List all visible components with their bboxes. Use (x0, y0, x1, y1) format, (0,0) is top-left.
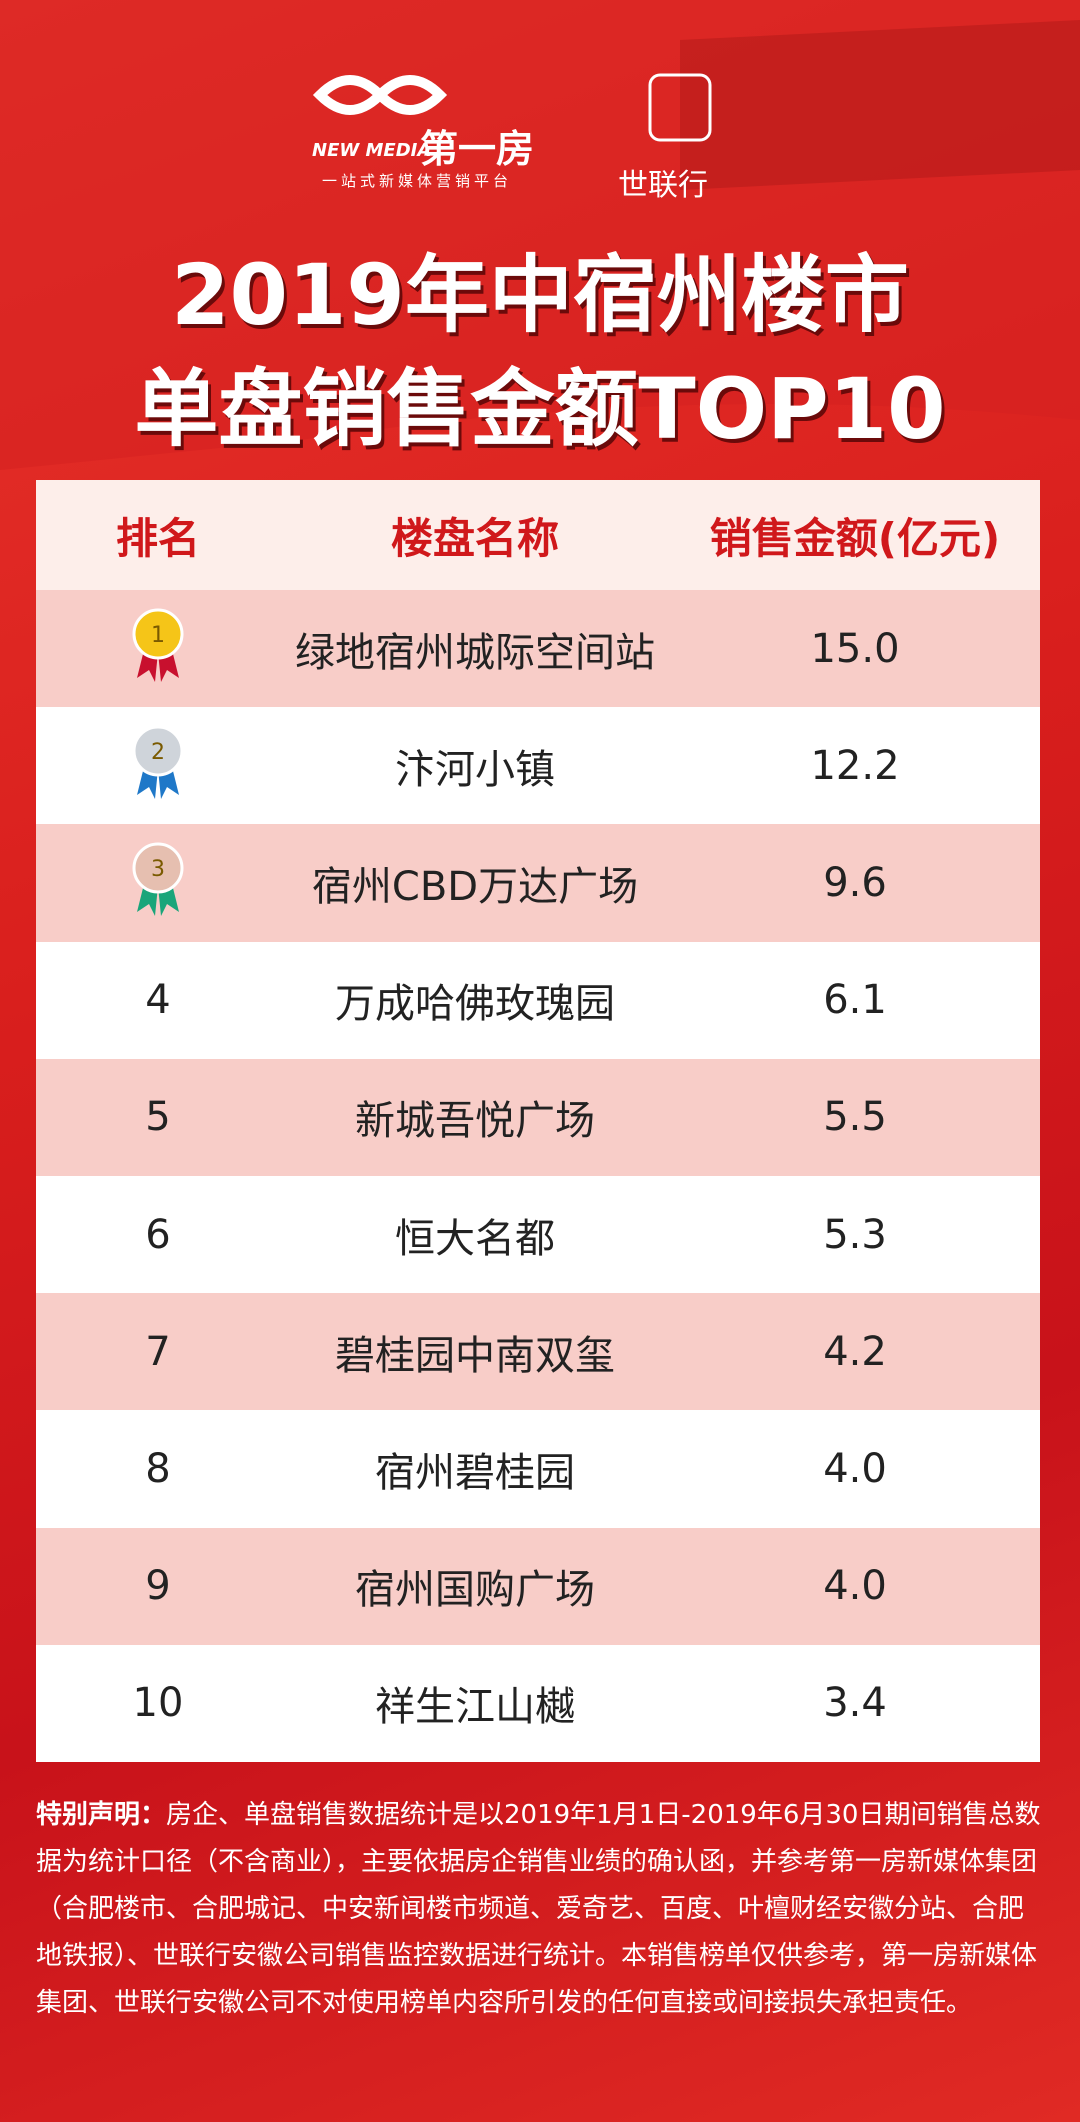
medal-rank: 3 (151, 857, 165, 882)
column-header: 楼盘名称 (390, 513, 559, 563)
medal-rank: 1 (151, 623, 165, 648)
project-name: 汴河小镇 (395, 746, 555, 793)
table-row: 8 宿州碧桂园 4.0 (36, 1410, 1040, 1528)
rank-cell: 8 (145, 1445, 171, 1492)
project-name: 宿州CBD万达广场 (311, 863, 639, 910)
table-row: 4 万成哈佛玫瑰园 6.1 (36, 941, 1040, 1059)
logo-mark: NEW MEDIA (312, 140, 432, 161)
column-header: 销售金额(亿元) (709, 513, 1001, 563)
rank-cell: 1 (36, 604, 280, 694)
project-name: 宿州国购广场 (355, 1567, 595, 1614)
project-name: 祥生江山樾 (375, 1684, 575, 1731)
logo-name: 第一房 (420, 127, 535, 171)
sales-amount: 12.2 (810, 742, 900, 789)
table-row: 9 宿州国购广场 4.0 (36, 1527, 1040, 1645)
rank-cell: 9 (145, 1563, 171, 1610)
project-name: 恒大名都 (395, 1215, 555, 1262)
table-row: 1 绿地宿州城际空间站 15.0 (36, 590, 1040, 708)
table-row: 3 宿州CBD万达广场 9.6 (36, 824, 1040, 942)
table-body: 1 绿地宿州城际空间站 15.0 2 汴河小镇 12.2 3 宿州CBD万达广场 9.6 4 万成哈… (36, 590, 1040, 1762)
disclaimer-label: 特别声明： (36, 1800, 167, 1830)
table-row: 5 新城吾悦广场 5.5 (36, 1058, 1040, 1176)
table-row: 7 碧桂园中南双玺 4.2 (36, 1293, 1040, 1411)
medal: 3 (132, 842, 184, 916)
header-row: 排名 楼盘名称 销售金额(亿元) (36, 480, 1040, 590)
project-name: 宿州碧桂园 (375, 1449, 575, 1496)
rank-cell: 7 (145, 1328, 171, 1375)
title: 2019年中宿州楼市 (171, 246, 909, 344)
project-name: 新城吾悦广场 (355, 1098, 595, 1145)
project-name: 万成哈佛玫瑰园 (335, 981, 615, 1028)
medal: 2 (132, 725, 184, 799)
rank-cell: 10 (132, 1680, 184, 1727)
sales-amount: 5.3 (823, 1211, 887, 1258)
sales-amount: 4.0 (823, 1445, 887, 1492)
sales-amount: 15.0 (810, 625, 900, 672)
rank-cell: 3 (36, 838, 280, 928)
medal: 1 (132, 608, 184, 682)
rank-cell: 4 (145, 977, 171, 1024)
table-row: 10 祥生江山樾 3.4 (36, 1644, 1040, 1762)
project-name: 绿地宿州城际空间站 (295, 629, 655, 676)
ranking-table: 排名 楼盘名称 销售金额(亿元) 1 绿地宿州城际空间站 15.0 2 汴河小镇 12.2… (36, 480, 1040, 1762)
banner-decor (0, 0, 1080, 470)
project-name: 碧桂园中南双玺 (335, 1332, 615, 1379)
title: 单盘销售金额TOP10 (134, 360, 946, 458)
sales-amount: 9.6 (823, 859, 887, 906)
sales-amount: 4.2 (823, 1328, 887, 1375)
sales-amount: 3.4 (823, 1680, 887, 1727)
table-row: 2 汴河小镇 12.2 (36, 707, 1040, 825)
partner-logo: 世联行 (618, 168, 708, 203)
disclaimer: 特别声明：房企、单盘销售数据统计是以2019年1月1日-2019年6月30日期间… (36, 1792, 1044, 2027)
sales-amount: 5.5 (823, 1094, 887, 1141)
rank-cell: 2 (36, 721, 280, 811)
disclaimer-text: 房企、单盘销售数据统计是以2019年1月1日-2019年6月30日期间销售总数据… (36, 1800, 1041, 2018)
column-header: 排名 (115, 513, 200, 563)
rank-cell: 5 (145, 1094, 171, 1141)
logo-tagline: 一站式新媒体营销平台 (322, 172, 513, 190)
medal-rank: 2 (151, 740, 165, 765)
sales-amount: 4.0 (823, 1563, 887, 1610)
sales-amount: 6.1 (823, 977, 887, 1024)
table-row: 6 恒大名都 5.3 (36, 1175, 1040, 1294)
rank-cell: 6 (145, 1211, 171, 1258)
